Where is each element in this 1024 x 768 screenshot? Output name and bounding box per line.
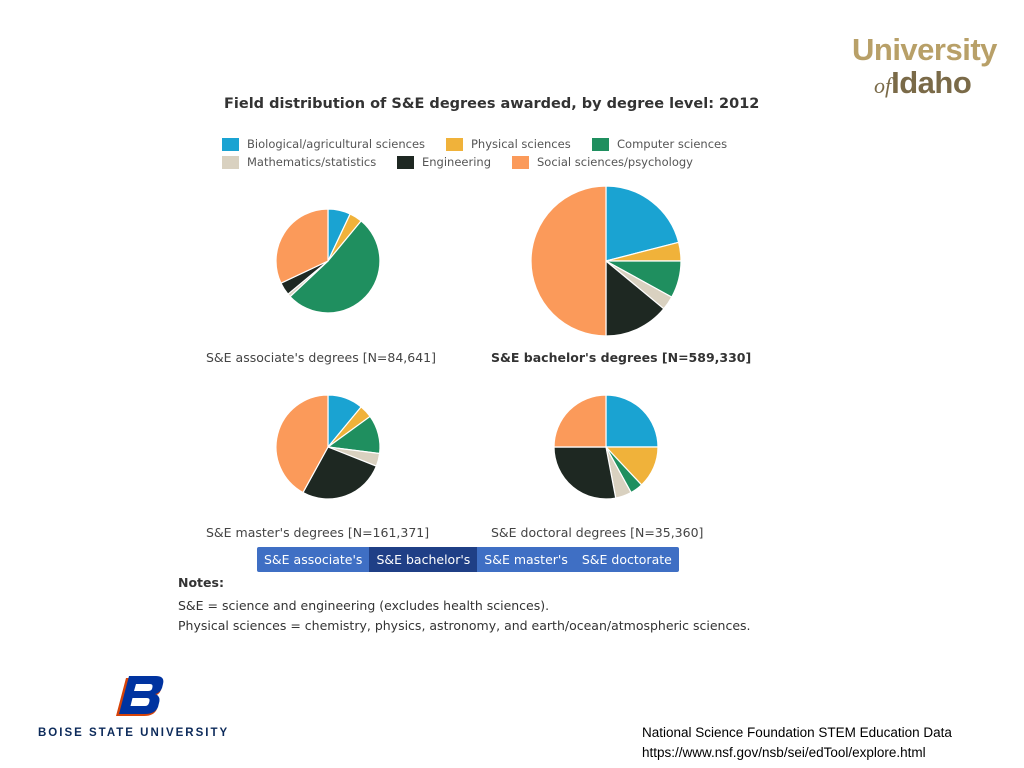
source-citation: National Science Foundation STEM Educati… xyxy=(642,723,952,763)
pie-label-associate: S&E associate's degrees [N=84,641] xyxy=(206,350,437,365)
legend-item-computer[interactable]: Computer sciences xyxy=(592,137,727,151)
boise-state-logo: BOISE STATE UNIVERSITY xyxy=(38,676,248,740)
pie-slice-social[interactable] xyxy=(530,185,607,337)
uidaho-logo-line2: ofIdaho xyxy=(874,65,972,101)
uidaho-logo-idaho: Idaho xyxy=(891,65,972,100)
legend-item-social[interactable]: Social sciences/psychology xyxy=(512,155,693,169)
chart-legend: Biological/agricultural sciences Physica… xyxy=(222,137,762,177)
legend-label: Engineering xyxy=(422,155,491,169)
pie-doctoral xyxy=(553,394,659,500)
chart-title: Field distribution of S&E degrees awarde… xyxy=(224,96,760,112)
note-line-se: S&E = science and engineering (excludes … xyxy=(178,598,550,613)
pie-master xyxy=(275,394,381,500)
legend-swatch xyxy=(397,155,414,169)
uidaho-logo-line1: University xyxy=(852,32,997,67)
legend-item-engineering[interactable]: Engineering xyxy=(397,155,491,169)
legend-label: Computer sciences xyxy=(617,137,728,151)
source-line-1: National Science Foundation STEM Educati… xyxy=(642,725,952,740)
pie-slice-computer[interactable] xyxy=(289,220,381,314)
tab-doctorate[interactable]: S&E doctorate xyxy=(581,552,672,567)
legend-swatch xyxy=(222,137,239,151)
pie-slice-engineering[interactable] xyxy=(553,446,617,500)
pie-bachelor xyxy=(530,185,682,337)
source-url[interactable]: https://www.nsf.gov/nsb/sei/edTool/explo… xyxy=(642,745,926,760)
chart-notes: Notes: S&E = science and engineering (ex… xyxy=(178,575,751,636)
pie-slice-engineering[interactable] xyxy=(605,259,665,337)
pie-label-bachelor: S&E bachelor's degrees [N=589,330] xyxy=(491,350,752,365)
pie-slice-social[interactable] xyxy=(275,208,329,284)
legend-label: Social sciences/psychology xyxy=(537,155,693,169)
tab-bachelor[interactable]: S&E bachelor's xyxy=(369,547,478,572)
university-of-idaho-logo: University ofIdaho xyxy=(852,32,997,102)
pie-associate xyxy=(275,208,381,314)
note-line-physical: Physical sciences = chemistry, physics, … xyxy=(178,618,751,633)
pie-slice-biological[interactable] xyxy=(605,185,680,262)
pie-label-master: S&E master's degrees [N=161,371] xyxy=(206,525,430,540)
pie-slice-social[interactable] xyxy=(553,394,607,448)
legend-swatch xyxy=(446,137,463,151)
bsu-wordmark: BOISE STATE UNIVERSITY xyxy=(38,727,230,739)
legend-swatch xyxy=(222,155,239,169)
legend-label: Mathematics/statistics xyxy=(247,155,377,169)
legend-label: Biological/agricultural sciences xyxy=(247,137,426,151)
pie-slice-social[interactable] xyxy=(275,394,329,494)
pie-label-doctoral: S&E doctoral degrees [N=35,360] xyxy=(491,525,704,540)
degree-level-tabs: S&E associate's S&E bachelor's S&E maste… xyxy=(257,547,679,572)
uidaho-logo-of: of xyxy=(874,73,892,98)
legend-swatch xyxy=(512,155,529,169)
legend-label: Physical sciences xyxy=(471,137,571,151)
legend-item-mathematics[interactable]: Mathematics/statistics xyxy=(222,155,376,169)
bsu-b-icon xyxy=(116,676,164,716)
notes-heading: Notes: xyxy=(178,575,224,590)
tab-associate[interactable]: S&E associate's xyxy=(264,552,363,567)
tab-master[interactable]: S&E master's xyxy=(484,552,568,567)
legend-swatch xyxy=(592,137,609,151)
legend-item-physical[interactable]: Physical sciences xyxy=(446,137,571,151)
legend-item-biological[interactable]: Biological/agricultural sciences xyxy=(222,137,425,151)
pie-slice-biological[interactable] xyxy=(605,394,659,448)
